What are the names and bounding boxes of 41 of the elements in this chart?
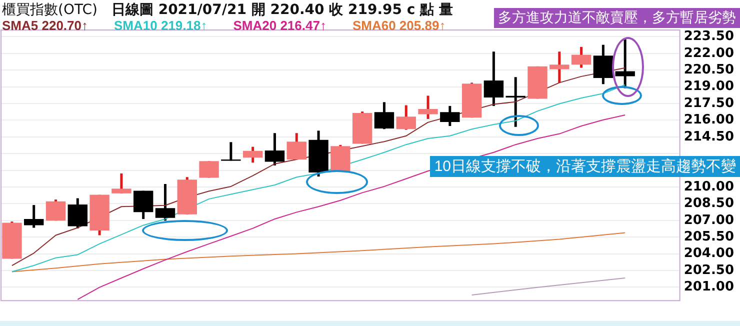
y-tick-label: 217.50 [684,96,734,111]
candlestick [112,172,132,195]
y-tick-label: 210.00 [684,179,734,194]
y-tick-label: 219.00 [684,79,734,94]
text: SMA60 205.89↑ [352,18,446,33]
candlestick [593,44,614,86]
candlestick [286,132,306,161]
candlestick [440,104,460,128]
chart-subtitle: 日線圖 2021/07/21 開 220.40 收 219.95 c 點 量 [111,2,453,18]
candlestick [199,160,219,180]
y-tick-label: 201.00 [684,280,734,295]
candlestick [571,46,592,69]
y-tick-label: 214.50 [684,129,734,144]
candlestick [418,94,438,120]
y-tick-label: 202.50 [684,262,734,278]
y-tick-label: 204.00 [684,246,734,262]
annotation: 10日線支撐不破，沿著支撐震盪走高趨勢不變 [430,156,740,177]
text: SMA5 220.70↑ [2,18,88,33]
candlestick [550,50,570,84]
candlestick [264,132,285,167]
y-tick-label: 216.00 [684,112,734,128]
y-tick-label: 208.50 [684,196,734,212]
candlestick [242,146,263,164]
candlestick [396,104,416,132]
text: SMA20 216.47↑ [233,18,326,33]
text: 多方進攻力道不敵賣壓，多方暫居劣勢 [494,8,740,28]
candlestick [484,50,504,108]
candlestick [506,76,526,128]
y-tick-label: 207.00 [684,212,734,228]
y-tick-label: 223.50 [684,29,734,44]
candlestick [133,190,154,220]
candlestick [24,204,44,230]
y-tick-label: 220.50 [684,62,734,78]
chart-title: 櫃買指數(OTC) [2,2,98,18]
candlestick [374,100,394,130]
candlestick [155,182,176,222]
y-tick-label: 222.00 [684,46,734,61]
text: SMA10 219.18↑ [114,18,208,33]
y-tick-label: 205.50 [684,230,734,244]
candlestick [46,198,66,222]
candlestick [68,197,88,230]
